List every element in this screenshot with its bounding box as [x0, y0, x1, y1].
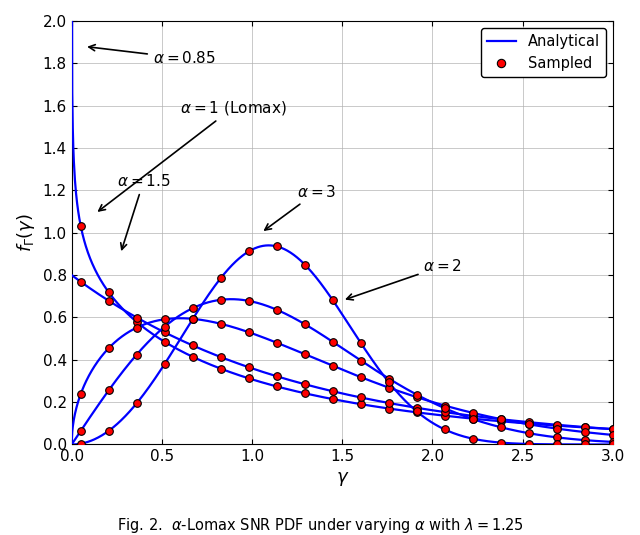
- Text: $\alpha = 1$ (Lomax): $\alpha = 1$ (Lomax): [99, 98, 287, 211]
- X-axis label: $\gamma$: $\gamma$: [335, 470, 349, 488]
- Text: $\alpha = 0.85$: $\alpha = 0.85$: [89, 44, 216, 66]
- Text: Fig. 2.  $\alpha$-Lomax SNR PDF under varying $\alpha$ with $\lambda = 1.25$: Fig. 2. $\alpha$-Lomax SNR PDF under var…: [116, 516, 524, 534]
- Legend: Analytical, Sampled: Analytical, Sampled: [481, 28, 605, 77]
- Text: $\alpha = 2$: $\alpha = 2$: [347, 258, 462, 300]
- Y-axis label: $f_{\Gamma}(\gamma)$: $f_{\Gamma}(\gamma)$: [15, 213, 37, 252]
- Text: $\alpha = 3$: $\alpha = 3$: [265, 184, 337, 230]
- Text: $\alpha = 1.5$: $\alpha = 1.5$: [116, 173, 170, 249]
